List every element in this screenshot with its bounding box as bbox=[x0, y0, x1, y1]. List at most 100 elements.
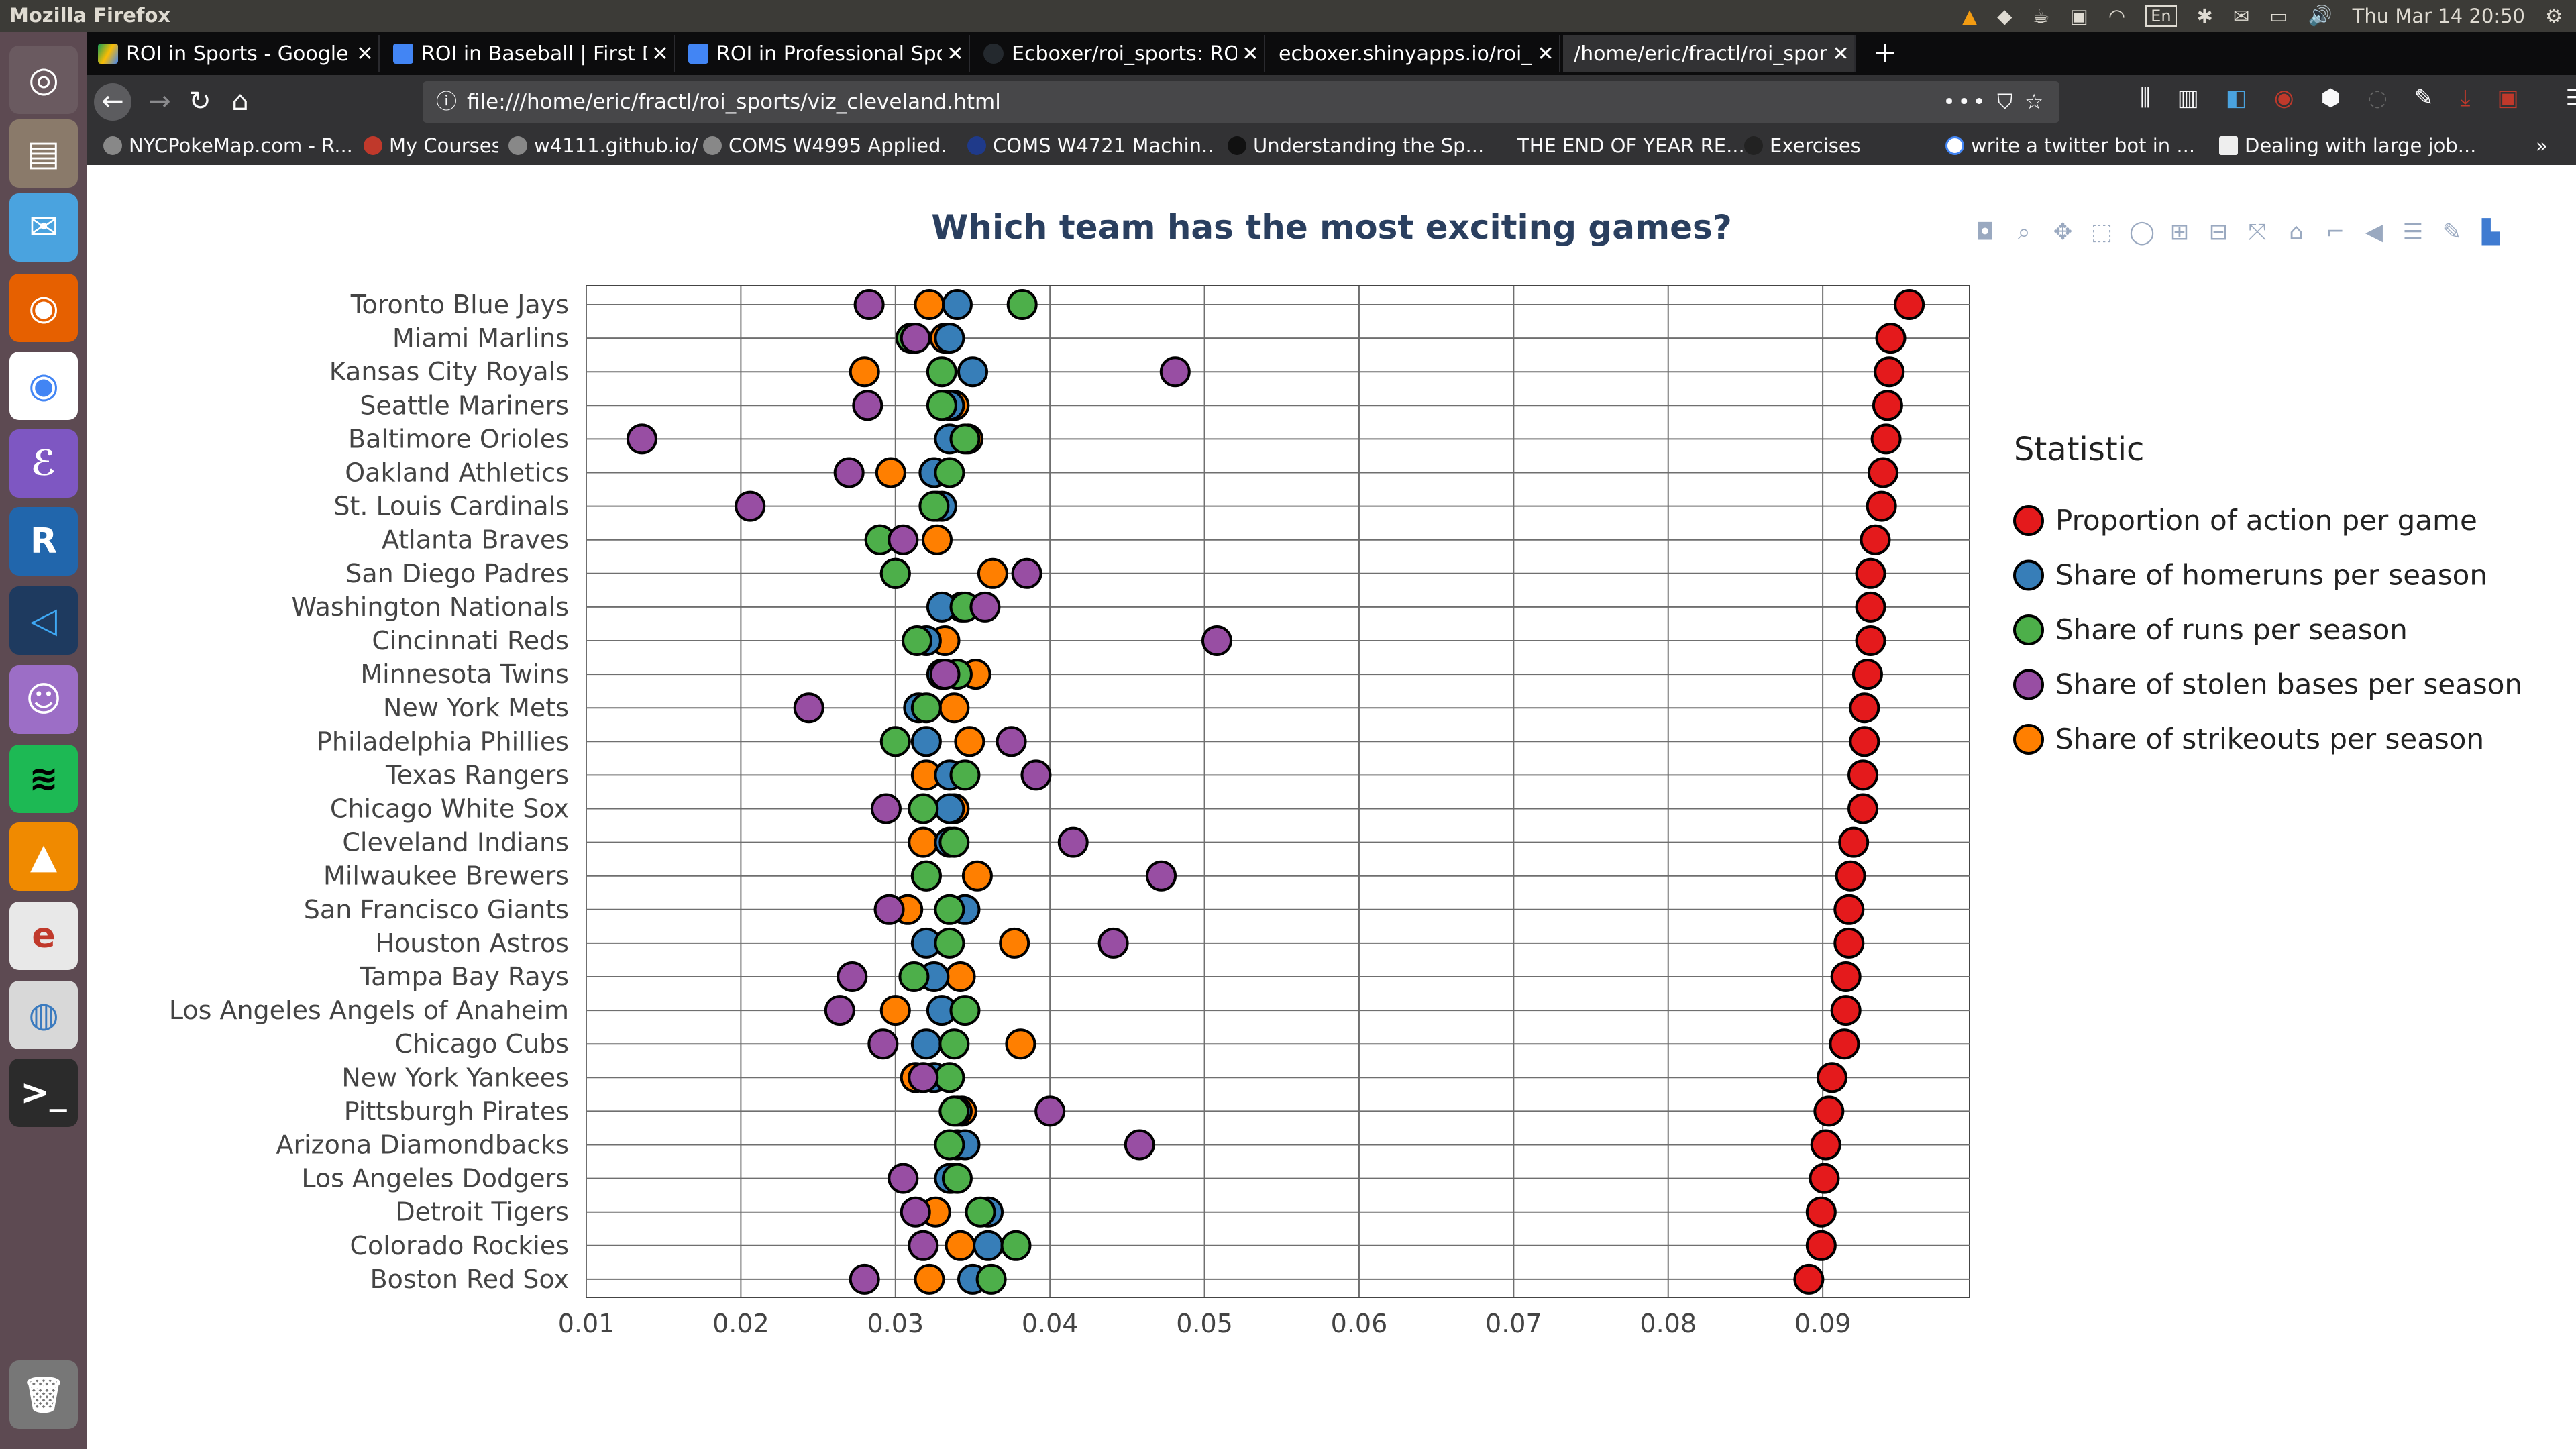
spotify-icon[interactable]: ≋ bbox=[9, 745, 78, 813]
data-point[interactable] bbox=[914, 1263, 945, 1295]
data-point[interactable] bbox=[1855, 591, 1886, 623]
legend-marker[interactable] bbox=[2013, 724, 2044, 755]
data-point[interactable] bbox=[938, 1028, 970, 1060]
data-point[interactable] bbox=[1867, 457, 1898, 488]
data-point[interactable] bbox=[1829, 1028, 1860, 1060]
data-point[interactable] bbox=[965, 1196, 996, 1228]
data-point[interactable] bbox=[870, 793, 902, 824]
data-point[interactable] bbox=[1159, 356, 1191, 388]
data-point[interactable] bbox=[1124, 1129, 1155, 1161]
data-point[interactable] bbox=[902, 625, 933, 656]
extension-icon[interactable]: ⬢ bbox=[2320, 85, 2341, 111]
legend-label[interactable]: Proportion of action per game bbox=[2055, 504, 2477, 537]
data-point[interactable] bbox=[1793, 1263, 1825, 1295]
bookmark-item[interactable]: COMS W4995 Applied... bbox=[703, 134, 945, 157]
vlc-tray-icon[interactable]: ▲ bbox=[1962, 4, 1978, 28]
data-point[interactable] bbox=[1034, 1095, 1066, 1127]
data-point[interactable] bbox=[949, 423, 981, 455]
data-point[interactable] bbox=[1011, 557, 1042, 589]
data-point[interactable] bbox=[973, 1230, 1004, 1261]
data-point[interactable] bbox=[938, 826, 970, 858]
data-point[interactable] bbox=[849, 1263, 880, 1295]
data-point[interactable] bbox=[910, 1028, 942, 1060]
data-point[interactable] bbox=[934, 323, 965, 354]
data-point[interactable] bbox=[941, 289, 973, 320]
info-icon[interactable]: ⓘ bbox=[436, 90, 457, 114]
edit-icon[interactable]: ✎ bbox=[2442, 219, 2462, 246]
sidebar-icon[interactable]: ▥ bbox=[2177, 85, 2199, 111]
data-point[interactable] bbox=[1097, 927, 1129, 959]
data-point[interactable] bbox=[1847, 793, 1879, 824]
data-point[interactable] bbox=[934, 457, 965, 488]
bookmark-item[interactable]: Dealing with large job... bbox=[2219, 134, 2487, 157]
library-icon[interactable]: ⫼ bbox=[2140, 85, 2151, 111]
bookmark-item[interactable]: Understanding the Sp... bbox=[1228, 134, 1496, 157]
data-point[interactable] bbox=[934, 927, 965, 959]
data-point[interactable] bbox=[853, 289, 885, 320]
download-icon[interactable]: ⤓ bbox=[2460, 85, 2471, 111]
data-point[interactable] bbox=[921, 524, 953, 555]
data-point[interactable] bbox=[957, 356, 988, 388]
data-point[interactable] bbox=[949, 759, 981, 791]
ghost-app-icon[interactable]: ☺ bbox=[9, 665, 78, 734]
data-point[interactable] bbox=[908, 1230, 939, 1261]
camera-icon[interactable]: ◘ bbox=[1976, 219, 1994, 246]
data-point[interactable] bbox=[1833, 894, 1865, 925]
back-button[interactable]: ← bbox=[94, 83, 131, 121]
data-point[interactable] bbox=[1860, 524, 1891, 555]
data-point[interactable] bbox=[1875, 323, 1907, 354]
data-point[interactable] bbox=[867, 1028, 899, 1060]
data-point[interactable] bbox=[1851, 659, 1883, 690]
data-point[interactable] bbox=[900, 323, 931, 354]
data-point[interactable] bbox=[875, 457, 906, 488]
data-point[interactable] bbox=[949, 995, 981, 1026]
files-icon[interactable]: ▤ bbox=[9, 119, 78, 188]
keyboard-layout-indicator[interactable]: En bbox=[2145, 5, 2177, 27]
hover-closest-icon[interactable]: ◀ bbox=[2365, 219, 2383, 246]
pan-icon[interactable]: ✥ bbox=[2053, 219, 2073, 246]
hover-compare-icon[interactable]: ☰ bbox=[2402, 219, 2424, 246]
data-point[interactable] bbox=[1201, 625, 1232, 656]
data-point[interactable] bbox=[954, 726, 985, 757]
data-point[interactable] bbox=[1870, 423, 1902, 455]
data-point[interactable] bbox=[1849, 692, 1880, 724]
data-point[interactable] bbox=[888, 1163, 919, 1194]
legend-label[interactable]: Share of homeruns per season bbox=[2055, 559, 2487, 592]
legend-label[interactable]: Share of stolen bases per season bbox=[2055, 668, 2522, 701]
bookmark-item[interactable]: COMS W4721 Machin... bbox=[967, 134, 1216, 157]
data-point[interactable] bbox=[945, 1230, 976, 1261]
address-bar[interactable]: ⓘ file:///home/eric/fractl/roi_sports/vi… bbox=[423, 81, 2059, 123]
bookmark-item[interactable]: Exercises bbox=[1744, 134, 1945, 157]
terminal-icon[interactable]: >_ bbox=[9, 1059, 78, 1127]
data-point[interactable] bbox=[837, 961, 868, 992]
data-point[interactable] bbox=[1872, 390, 1903, 421]
data-point[interactable] bbox=[1816, 1062, 1847, 1093]
data-point[interactable] bbox=[1830, 961, 1862, 992]
data-point[interactable] bbox=[908, 793, 939, 824]
box-select-icon[interactable]: ⬚ bbox=[2090, 219, 2113, 246]
data-point[interactable] bbox=[908, 1062, 939, 1093]
firefox-icon[interactable]: ◉ bbox=[9, 274, 78, 342]
data-point[interactable] bbox=[961, 860, 993, 892]
dropbox-tray-icon[interactable]: ◆ bbox=[1997, 4, 2012, 28]
browser-tab-active[interactable]: /home/eric/fractl/roi_sports ✕ bbox=[1563, 35, 1856, 72]
data-point[interactable] bbox=[941, 1163, 973, 1194]
bookmark-item[interactable]: NYCPokeMap.com - R... bbox=[103, 134, 372, 157]
emacs-icon[interactable]: ℰ bbox=[9, 429, 78, 498]
data-point[interactable] bbox=[1809, 1163, 1840, 1194]
close-tab-icon[interactable]: ✕ bbox=[651, 42, 669, 66]
data-point[interactable] bbox=[934, 894, 965, 925]
data-point[interactable] bbox=[879, 995, 911, 1026]
data-point[interactable] bbox=[1057, 826, 1089, 858]
data-point[interactable] bbox=[852, 390, 883, 421]
data-point[interactable] bbox=[934, 1129, 965, 1161]
close-tab-icon[interactable]: ✕ bbox=[1242, 42, 1259, 66]
legend-label[interactable]: Share of strikeouts per season bbox=[2055, 722, 2484, 755]
browser-tab[interactable]: ROI in Professional Sport ✕ bbox=[678, 35, 970, 72]
lasso-icon[interactable]: ◯ bbox=[2129, 219, 2155, 246]
data-point[interactable] bbox=[999, 927, 1030, 959]
legend-marker[interactable] bbox=[2013, 614, 2044, 645]
close-tab-icon[interactable]: ✕ bbox=[1832, 42, 1849, 66]
bookmark-item[interactable]: write a twitter bot in ... bbox=[1945, 134, 2207, 157]
mail-tray-icon[interactable]: ✉ bbox=[2233, 4, 2250, 28]
